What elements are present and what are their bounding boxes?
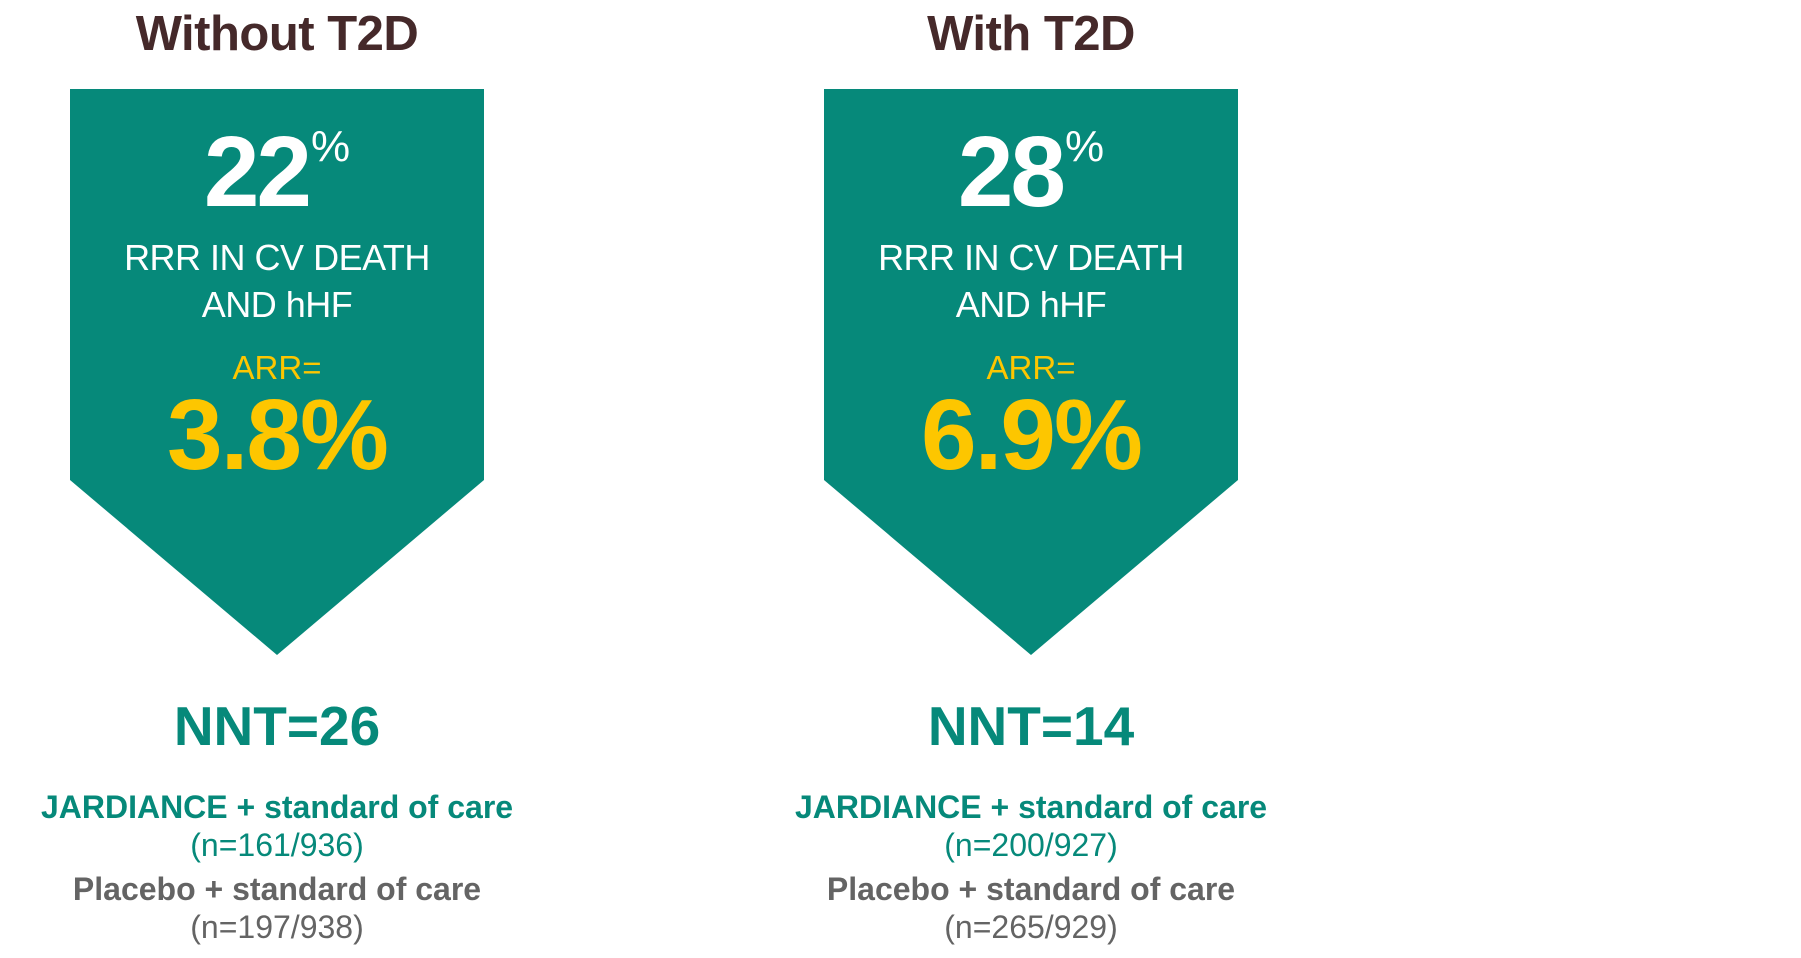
rrr-label-line1: RRR IN CV DEATH xyxy=(878,237,1184,278)
arr-value: 6.9% xyxy=(921,379,1143,491)
placebo-n: (n=197/938) xyxy=(190,909,364,945)
nnt-value: NNT=26 xyxy=(173,695,381,757)
rrr-number: 28 xyxy=(957,116,1066,228)
arr-label: ARR= xyxy=(232,349,322,386)
rrr-label-line2: AND hHF xyxy=(955,284,1107,325)
rrr-number: 22 xyxy=(203,116,312,228)
arrow-shield: 22% RRR IN CV DEATH AND hHF ARR= 3.8% xyxy=(70,89,484,655)
nnt-value: NNT=14 xyxy=(927,695,1135,757)
placebo-n: (n=265/929) xyxy=(944,909,1118,945)
jardiance-n: (n=200/927) xyxy=(944,827,1118,863)
arr-value: 3.8% xyxy=(167,379,389,491)
jardiance-n: (n=161/936) xyxy=(190,827,364,863)
panel-with-t2d: With T2D 28% RRR IN CV DEATH AND hHF ARR… xyxy=(751,0,1311,958)
arr-label: ARR= xyxy=(986,349,1076,386)
rrr-label: RRR IN CV DEATH AND hHF xyxy=(70,234,484,328)
rrr-value: 28% xyxy=(824,117,1238,227)
jardiance-label: JARDIANCE + standard of care xyxy=(40,789,514,825)
arrow-shield: 28% RRR IN CV DEATH AND hHF ARR= 6.9% xyxy=(824,89,1238,655)
rrr-label: RRR IN CV DEATH AND hHF xyxy=(824,234,1238,328)
rrr-label-line1: RRR IN CV DEATH xyxy=(124,237,430,278)
down-arrow-shape-icon xyxy=(70,89,484,655)
panel-title: Without T2D xyxy=(135,7,419,61)
down-arrow-shape-icon xyxy=(824,89,1238,655)
rrr-percent-sign: % xyxy=(1065,122,1105,171)
placebo-label: Placebo + standard of care xyxy=(72,871,482,907)
rrr-percent-sign: % xyxy=(311,122,351,171)
rrr-value: 22% xyxy=(70,117,484,227)
panel-without-t2d: Without T2D 22% RRR IN CV DEATH AND hHF … xyxy=(0,0,557,958)
jardiance-arm: JARDIANCE + standard of care (n=200/927) xyxy=(751,788,1311,864)
jardiance-label: JARDIANCE + standard of care xyxy=(794,789,1268,825)
panel-title: With T2D xyxy=(927,7,1135,61)
placebo-arm: Placebo + standard of care (n=197/938) xyxy=(0,870,557,946)
placebo-arm: Placebo + standard of care (n=265/929) xyxy=(751,870,1311,946)
rrr-label-line2: AND hHF xyxy=(201,284,353,325)
jardiance-arm: JARDIANCE + standard of care (n=161/936) xyxy=(0,788,557,864)
placebo-label: Placebo + standard of care xyxy=(826,871,1236,907)
